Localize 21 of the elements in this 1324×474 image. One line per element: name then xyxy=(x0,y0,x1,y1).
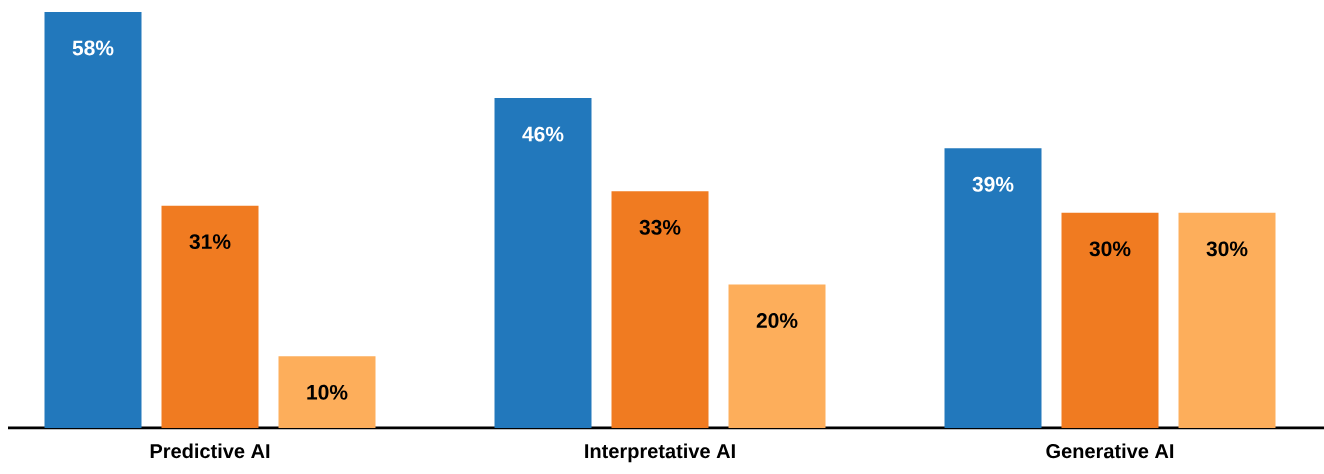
data-label: 20% xyxy=(756,313,798,328)
bar xyxy=(161,205,259,428)
bar xyxy=(728,284,826,428)
bar xyxy=(1061,212,1159,428)
data-label: 46% xyxy=(522,126,564,142)
bar xyxy=(611,191,709,428)
data-label: 58% xyxy=(72,40,114,56)
bar xyxy=(278,356,376,428)
data-label: 30% xyxy=(1089,241,1131,257)
bar xyxy=(1178,212,1276,428)
x-tick-label: Interpretative AI xyxy=(585,443,735,463)
bar xyxy=(44,12,142,428)
x-tick-label: Predictive AI xyxy=(150,443,270,459)
bar xyxy=(494,98,592,428)
x-tick-label: Generative AI xyxy=(1046,443,1174,459)
data-label: 33% xyxy=(639,219,681,235)
data-label: 10% xyxy=(307,384,348,400)
data-label: 30% xyxy=(1206,241,1248,257)
data-label: 31% xyxy=(189,234,231,250)
bar xyxy=(944,148,1042,428)
data-label: 39% xyxy=(972,176,1014,192)
